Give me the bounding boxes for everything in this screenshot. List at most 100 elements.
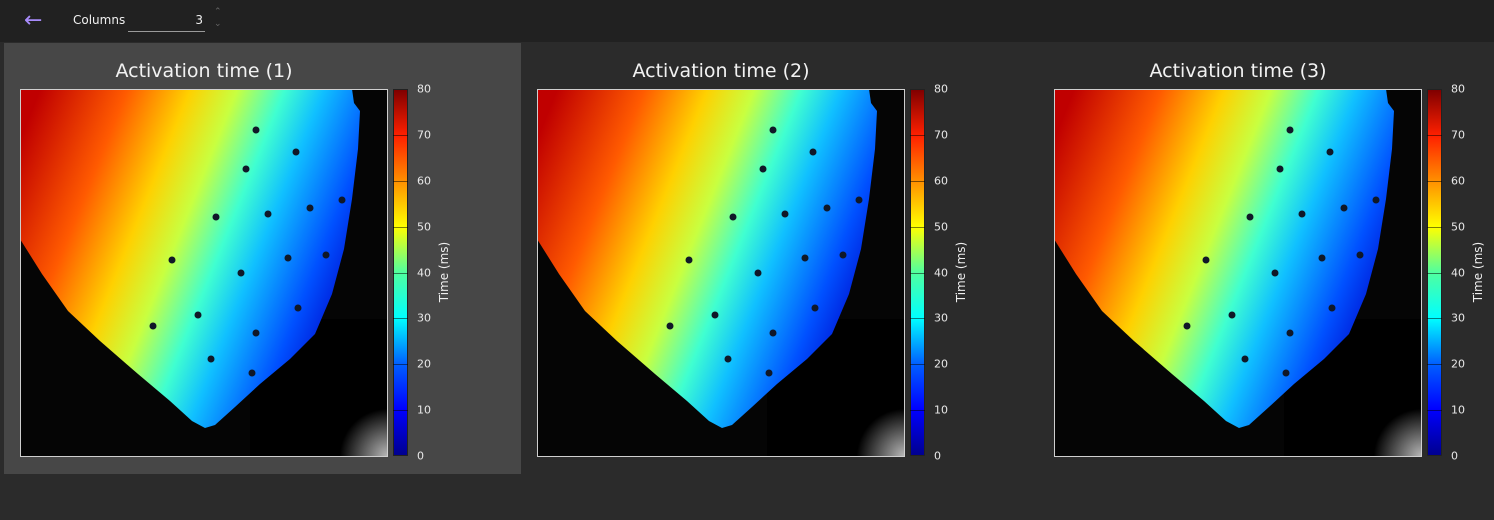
electrode-marker (284, 254, 292, 262)
electrode-marker (1246, 213, 1254, 221)
electrode-marker (666, 322, 674, 330)
electrode-marker (1271, 269, 1279, 277)
electrode-marker (338, 196, 346, 204)
electrode-marker (1241, 355, 1249, 363)
heart-activation-region (1054, 89, 1394, 428)
colorbar-divider (910, 226, 925, 228)
electrode-marker (1356, 251, 1364, 259)
electrode-marker (264, 210, 272, 218)
electrode-marker (801, 254, 809, 262)
plot-panel-1[interactable]: Activation time (1) (4, 43, 521, 474)
heart-activation-region (537, 89, 877, 428)
colorbar-tick: 0 (934, 449, 941, 463)
colorbar-divider (393, 364, 408, 366)
plot-panel-3[interactable]: Activation time (3) (1038, 43, 1494, 474)
electrode-marker (1228, 311, 1236, 319)
electrode-marker (769, 126, 777, 134)
colorbar-tick: 80 (417, 82, 431, 96)
colorbar-divider (910, 180, 925, 182)
electrode-marker (207, 355, 215, 363)
colorbar-divider (393, 318, 408, 320)
toolbar: ← Columns ⌃⌄ (0, 0, 1494, 42)
colorbar-divider (910, 364, 925, 366)
colorbar-divider (1427, 364, 1442, 366)
electrode-marker (711, 311, 719, 319)
colorbar-tick: 80 (934, 82, 948, 96)
columns-stepper[interactable]: ⌃ ⌄ (214, 6, 222, 30)
activation-map-image[interactable] (20, 89, 388, 457)
colorbar-divider (393, 272, 408, 274)
electrode-marker (248, 369, 256, 377)
colorbar-tick: 60 (1451, 174, 1465, 188)
colorbar-label: Time (ms) (954, 241, 968, 303)
electrode-marker (855, 196, 863, 204)
electrode-marker (1286, 126, 1294, 134)
electrode-marker (781, 210, 789, 218)
colorbar-divider (393, 180, 408, 182)
colorbar-tick: 0 (417, 449, 424, 463)
colorbar-tick: 30 (1451, 311, 1465, 325)
electrode-marker (1318, 254, 1326, 262)
plot-panel-2[interactable]: Activation time (2) (521, 43, 1038, 474)
electrode-marker (1282, 369, 1290, 377)
arrow-left-icon: ← (24, 8, 43, 33)
electrode-marker (809, 148, 817, 156)
activation-map-image[interactable] (537, 89, 905, 457)
electrode-marker (1276, 165, 1284, 173)
colorbar-tick: 60 (934, 174, 948, 188)
back-button[interactable]: ← (24, 9, 48, 33)
colorbar-tick: 20 (1451, 357, 1465, 371)
electrode-marker (839, 251, 847, 259)
colorbar-divider (1427, 410, 1442, 412)
colorbar-tick: 20 (417, 357, 431, 371)
electrode-marker (252, 126, 260, 134)
image-border (20, 89, 388, 457)
image-border (537, 89, 905, 457)
electrode-marker (149, 322, 157, 330)
electrode-marker (252, 329, 260, 337)
electrode-marker (194, 311, 202, 319)
electrode-marker (759, 165, 767, 173)
colorbar-divider (1427, 226, 1442, 228)
electrode-marker (729, 213, 737, 221)
colorbar-tick: 70 (1451, 128, 1465, 142)
colorbar-tick: 50 (417, 220, 431, 234)
colorbar-tick: 40 (417, 266, 431, 279)
colorbar-tick: 40 (934, 266, 948, 279)
colorbar-tick: 80 (1451, 82, 1465, 96)
colorbar-tick: 20 (934, 357, 948, 371)
activation-map-image[interactable] (1054, 89, 1422, 457)
colorbar-tick: 10 (417, 403, 431, 417)
image-border (1054, 89, 1422, 457)
columns-label: Columns (73, 13, 126, 27)
colorbar-tick: 30 (417, 311, 431, 325)
chevron-down-icon[interactable]: ⌄ (214, 19, 222, 29)
electrode-marker (306, 204, 314, 212)
electrode-marker (754, 269, 762, 277)
colorbar-divider (910, 410, 925, 412)
electrode-marker (322, 251, 330, 259)
colorbar-tick: 10 (1451, 403, 1465, 417)
columns-input[interactable] (128, 8, 205, 32)
electrode-marker (1298, 210, 1306, 218)
colorbar-tick: 60 (417, 174, 431, 188)
electrode-marker (823, 204, 831, 212)
colorbar-tick: 10 (934, 403, 948, 417)
heart-activation-region (20, 89, 360, 428)
plot-title: Activation time (3) (1149, 60, 1327, 82)
electrode-marker (242, 165, 250, 173)
colorbar-divider (1427, 272, 1442, 274)
electrode-marker (1202, 256, 1210, 264)
electrode-marker (1328, 304, 1336, 312)
colorbar-divider (1427, 318, 1442, 320)
plot-title: Activation time (1) (115, 60, 293, 82)
electrode-marker (294, 304, 302, 312)
colorbar-divider (910, 272, 925, 274)
electrode-marker (168, 256, 176, 264)
colorbar-tick: 70 (417, 128, 431, 142)
colorbar-divider (1427, 180, 1442, 182)
electrode-marker (1183, 322, 1191, 330)
colorbar-label: Time (ms) (1471, 241, 1485, 303)
chevron-up-icon[interactable]: ⌃ (214, 7, 222, 17)
plot-title: Activation time (2) (632, 60, 810, 82)
